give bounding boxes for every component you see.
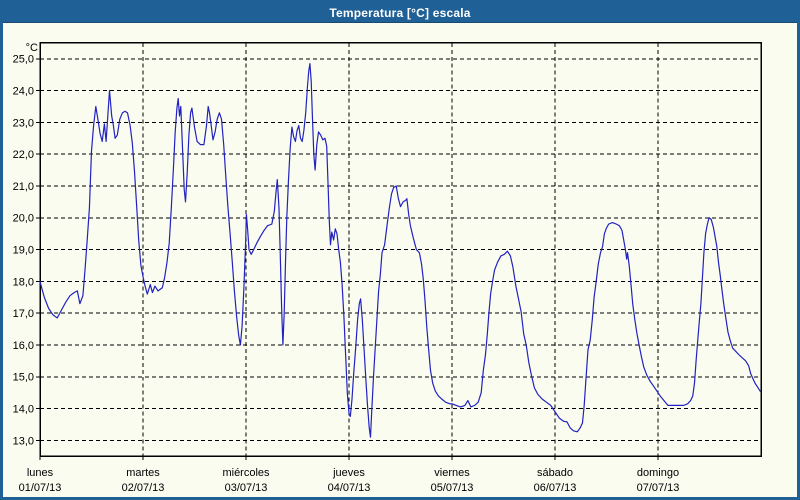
x-tick-date-label: 01/07/13 (19, 482, 62, 494)
y-tick-label: 23,0 (13, 117, 34, 129)
window-title: Temperatura [°C] escala (329, 5, 471, 20)
y-tick-label: 17,0 (13, 308, 34, 320)
x-tick-day-label: viernes (434, 467, 470, 479)
window-title-bar: Temperatura [°C] escala (3, 3, 797, 23)
x-tick-date-label: 07/07/13 (637, 482, 680, 494)
y-tick-label: 19,0 (13, 245, 34, 257)
y-tick-label: 20,0 (13, 213, 34, 225)
y-tick-label: 24,0 (13, 86, 34, 98)
x-tick-day-label: jueves (332, 467, 365, 479)
x-tick-date-label: 03/07/13 (225, 482, 268, 494)
x-tick-day-label: lunes (27, 467, 54, 479)
x-tick-date-label: 05/07/13 (431, 482, 474, 494)
y-tick-label: 13,0 (13, 435, 34, 447)
x-tick-day-label: domingo (637, 467, 679, 479)
temperature-chart: 25,0 24,0 23,0 22,0 21,0 20,0 19,0 18,0 17,0 16,0… (13, 42, 762, 494)
x-tick-date-label: 02/07/13 (122, 482, 165, 494)
y-tick-label: 21,0 (13, 181, 34, 193)
chart-container: 25,0 24,0 23,0 22,0 21,0 20,0 19,0 18,0 17,0 16,0… (3, 23, 797, 497)
x-tick-day-label: martes (126, 467, 160, 479)
y-tick-label: 16,0 (13, 340, 34, 352)
y-tick-label: 25,0 (13, 54, 34, 66)
plot-border (39, 42, 762, 458)
temperature-line (39, 62, 761, 438)
y-tick-label: 18,0 (13, 276, 34, 288)
x-tick-day-label: sábado (537, 467, 573, 479)
x-tick-date-label: 06/07/13 (534, 482, 577, 494)
y-axis-unit-label: °C (26, 42, 38, 54)
y-tick-label: 14,0 (13, 404, 34, 416)
y-tick-label: 15,0 (13, 372, 34, 384)
x-tick-date-label: 04/07/13 (328, 482, 371, 494)
y-tick-label: 22,0 (13, 149, 34, 161)
x-tick-day-label: miércoles (222, 467, 270, 479)
